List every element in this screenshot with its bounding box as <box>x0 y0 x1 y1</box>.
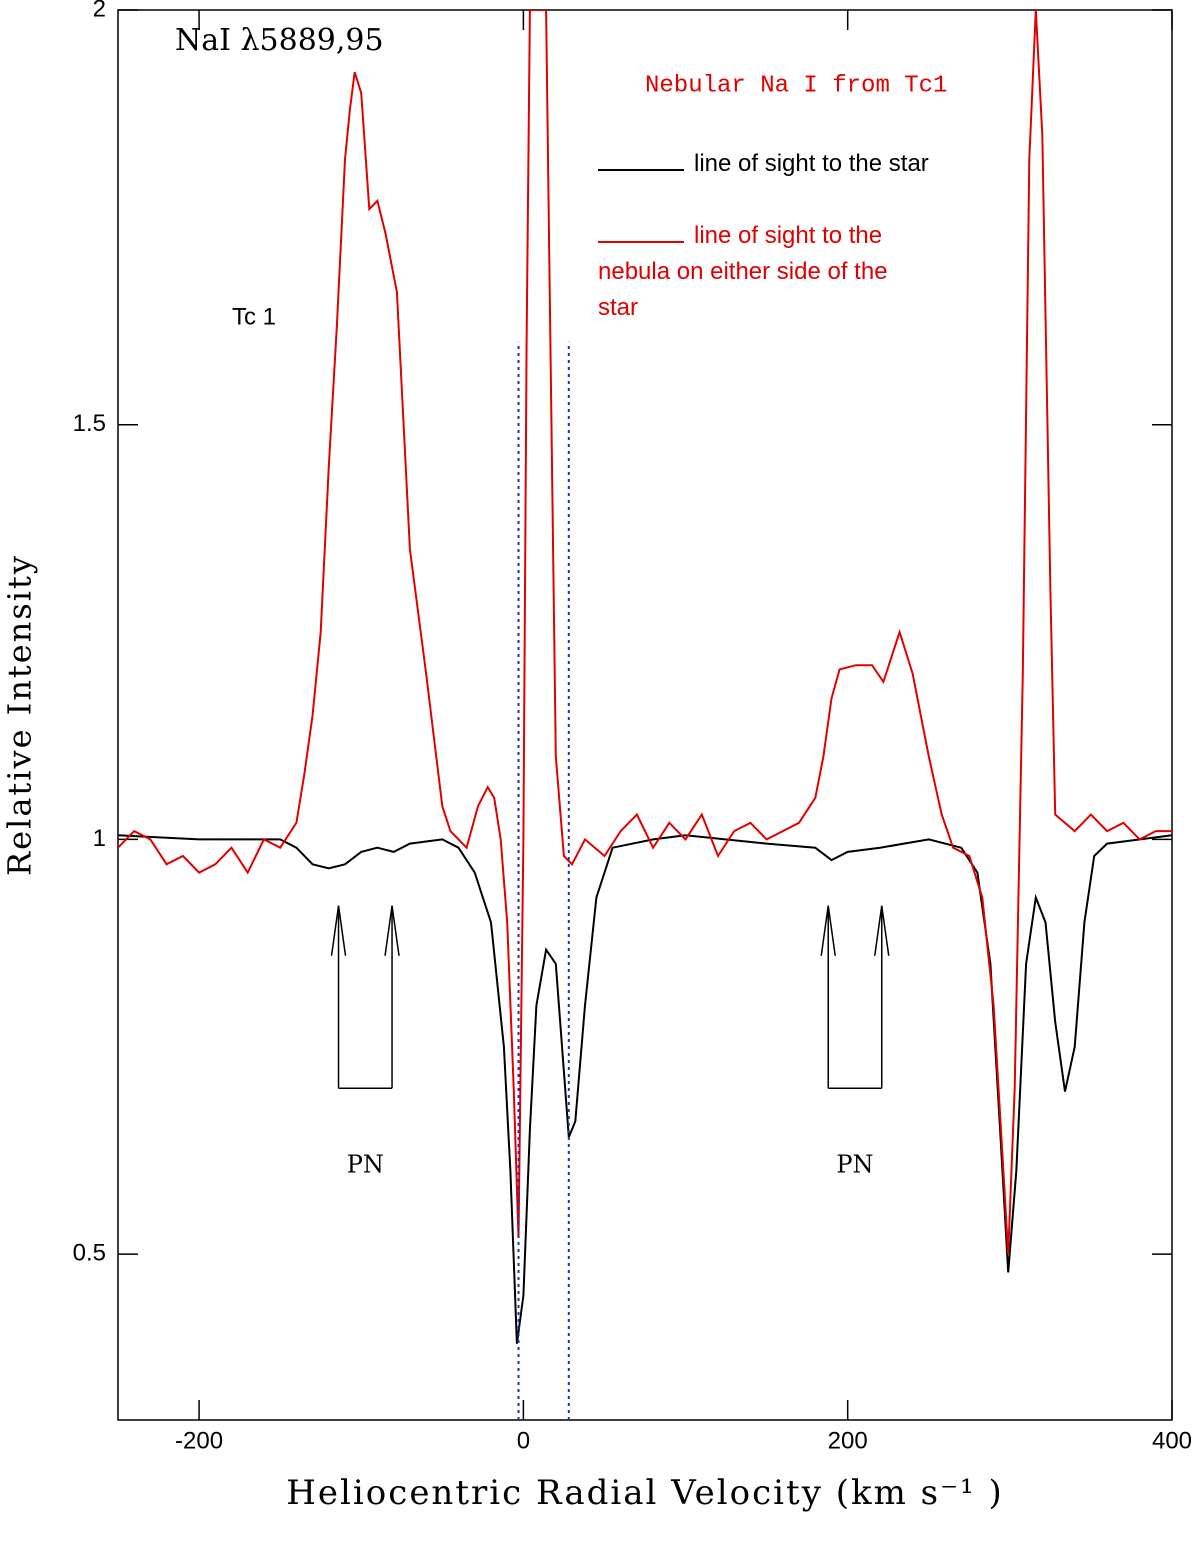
data-line <box>118 10 1172 1255</box>
plot-frame <box>117 9 1173 1421</box>
legend-label: line of sight to the nebula on either si… <box>598 222 888 321</box>
y-tick-label: 2 <box>93 0 106 22</box>
x-tick-label: 200 <box>828 1427 868 1454</box>
x-tick-label: 400 <box>1152 1427 1192 1454</box>
arrow-head <box>874 905 890 956</box>
legend-swatch <box>598 241 684 243</box>
annotation: PN <box>347 1151 384 1179</box>
y-tick-label: 1 <box>93 825 106 852</box>
legend-item: line of sight to the star <box>598 150 929 178</box>
legend-swatch <box>598 169 684 171</box>
chart-title: NaI λ5889,95 <box>175 23 384 58</box>
y-tick-label: 1.5 <box>73 410 106 437</box>
y-axis-label: Relative Intensity <box>1 554 39 876</box>
plot-area <box>118 10 1172 1420</box>
annotation: PN <box>836 1151 873 1179</box>
arrow-head <box>330 905 347 956</box>
subtitle: Nebular Na I from Tc1 <box>645 72 947 99</box>
legend-label: line of sight to the star <box>694 150 929 177</box>
legend: line of sight to the star line of sight … <box>598 150 929 366</box>
x-tick-label: -200 <box>175 1427 223 1454</box>
arrow-head <box>384 905 400 956</box>
arrow-head <box>820 905 836 956</box>
y-tick-label: 0.5 <box>73 1239 106 1266</box>
legend-item: line of sight to the nebula on either si… <box>598 218 928 326</box>
x-axis-label: Heliocentric Radial Velocity (km s⁻¹ ) <box>286 1473 1003 1513</box>
x-tick-label: 0 <box>517 1427 530 1454</box>
data-line <box>118 834 1172 1344</box>
object-label: Tc 1 <box>232 303 276 330</box>
